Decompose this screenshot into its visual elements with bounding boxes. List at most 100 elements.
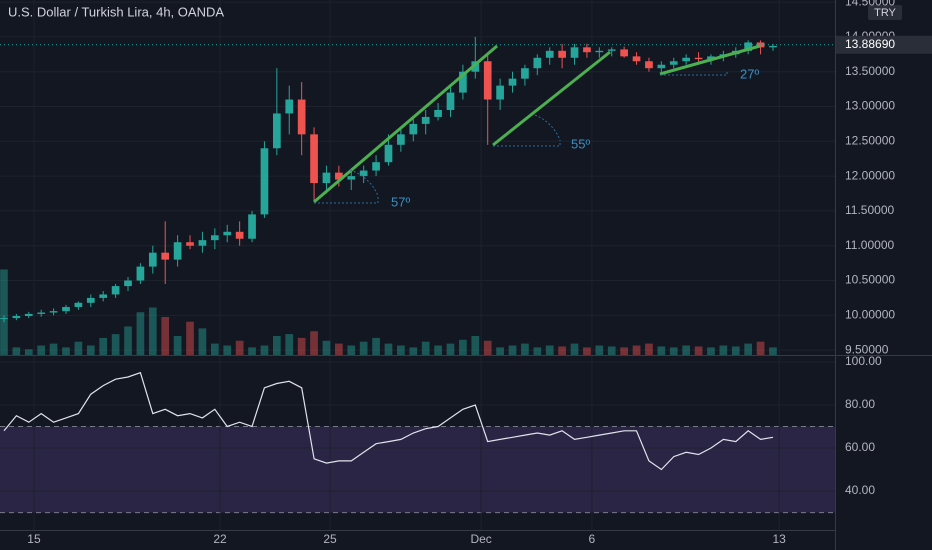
volume-bar <box>483 340 492 355</box>
volume-bar <box>335 343 343 355</box>
volume-bar <box>210 343 219 355</box>
candle-body <box>632 56 641 62</box>
volume-bar <box>37 345 46 355</box>
volume-bar <box>397 345 405 355</box>
trendline <box>659 44 761 76</box>
candle-body <box>397 134 405 145</box>
candle-body <box>62 306 70 312</box>
candle-body <box>186 242 194 246</box>
candle-body <box>645 61 653 69</box>
x-tick-label: 22 <box>213 532 227 546</box>
y-tick-label: 14.50000 <box>845 0 895 8</box>
candle-body <box>136 266 145 281</box>
candle-body <box>297 99 306 135</box>
candle-body <box>570 47 579 58</box>
x-tick-label: 13 <box>773 532 787 546</box>
trendline <box>492 50 611 147</box>
x-tick-label: 6 <box>589 532 596 546</box>
volume-bar <box>744 343 753 355</box>
volume-bar <box>769 347 777 355</box>
candle-body <box>769 45 777 48</box>
volume-bar <box>359 341 368 355</box>
candle-body <box>558 50 566 58</box>
volume-bar <box>285 334 294 355</box>
volume-bar <box>372 337 380 355</box>
candle-body <box>260 148 269 215</box>
candle-body <box>483 61 492 100</box>
volume-bar <box>756 341 765 355</box>
candle-body <box>248 214 256 239</box>
volume-bar <box>669 347 678 355</box>
volume-bar <box>260 345 269 355</box>
volume-bar <box>558 346 566 355</box>
volume-bar <box>148 307 157 355</box>
volume-bar <box>731 346 740 355</box>
candle-body <box>521 68 529 79</box>
candle-body <box>434 109 442 117</box>
volume-bar <box>223 345 232 355</box>
y-tick-label: 13.50000 <box>845 64 895 78</box>
volume-bar <box>12 347 21 355</box>
volume-bar <box>533 347 542 355</box>
candle-body <box>359 170 368 177</box>
candle-body <box>682 57 691 62</box>
volume-bar <box>459 339 467 355</box>
angle-guide <box>314 169 379 204</box>
y-tick-label: 13.00000 <box>845 99 895 113</box>
currency-badge <box>868 5 902 20</box>
candle-body <box>607 49 616 51</box>
candle-body <box>0 318 8 320</box>
candle-body <box>86 297 95 303</box>
candle-body <box>595 50 604 53</box>
volume-bar <box>434 345 442 355</box>
volume-bar <box>186 321 194 355</box>
volume-bar <box>471 336 480 355</box>
volume-bar <box>521 343 529 355</box>
volume-bar <box>74 341 83 355</box>
candle-body <box>49 311 58 313</box>
volume-bar <box>620 347 628 355</box>
y-tick-label: 40.00 <box>845 483 875 497</box>
candle-body <box>322 172 331 184</box>
volume-bar <box>198 328 207 355</box>
volume-bar <box>570 343 579 355</box>
angle-label: 55º <box>571 136 590 151</box>
candle-body <box>409 123 418 135</box>
volume-bar <box>545 345 554 355</box>
candle-body <box>372 162 380 171</box>
rsi-band <box>0 426 835 513</box>
candle-body <box>384 144 393 163</box>
x-tick-label: 25 <box>323 532 337 546</box>
y-tick-label: 11.50000 <box>845 203 894 217</box>
candle-body <box>99 294 108 298</box>
angle-label: 27º <box>740 66 759 81</box>
candle-body <box>545 50 554 58</box>
volume-bar <box>161 317 170 355</box>
volume-bar <box>508 345 517 355</box>
volume-bar <box>111 334 120 355</box>
candle-body <box>198 240 207 246</box>
candle-body <box>335 172 343 180</box>
trendline <box>313 44 498 204</box>
chart-title: U.S. Dollar / Turkish Lira, 4h, OANDA <box>8 4 224 19</box>
candle-body <box>24 313 33 317</box>
y-tick-label: 12.50000 <box>845 133 895 147</box>
y-tick-label: 9.50000 <box>845 342 889 356</box>
volume-bar <box>645 343 653 355</box>
volume-bar <box>682 345 691 355</box>
candle-body <box>446 92 455 110</box>
volume-bar <box>409 347 418 355</box>
candle-body <box>620 49 628 57</box>
volume-bar <box>99 337 108 355</box>
candle-body <box>669 61 678 65</box>
marks <box>0 36 835 471</box>
y-tick-label: 10.00000 <box>845 307 895 321</box>
volume-bar <box>272 336 281 355</box>
candle-body <box>583 47 591 53</box>
volume-bar <box>124 326 132 355</box>
candle-body <box>707 56 715 60</box>
candle-body <box>173 242 182 260</box>
volume-bar <box>49 343 58 355</box>
